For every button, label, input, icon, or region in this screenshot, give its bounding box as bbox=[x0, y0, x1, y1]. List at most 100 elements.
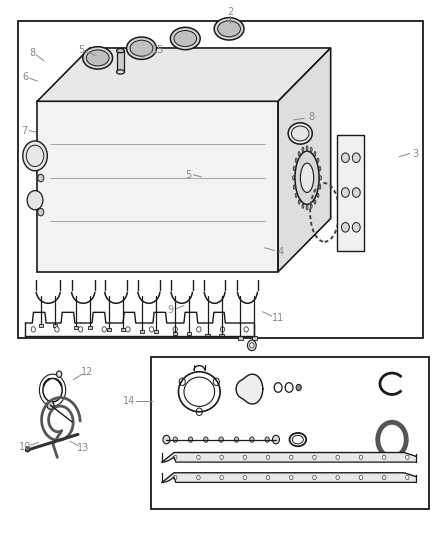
Bar bbox=[117, 51, 124, 72]
Text: 11: 11 bbox=[272, 313, 284, 323]
Circle shape bbox=[78, 327, 83, 332]
Circle shape bbox=[220, 475, 223, 480]
Ellipse shape bbox=[298, 200, 300, 204]
Circle shape bbox=[352, 188, 360, 197]
Circle shape bbox=[342, 188, 350, 197]
Ellipse shape bbox=[306, 206, 308, 210]
Ellipse shape bbox=[317, 193, 319, 198]
Bar bbox=[187, 332, 191, 335]
Bar bbox=[121, 328, 125, 331]
Circle shape bbox=[188, 437, 193, 442]
Circle shape bbox=[250, 343, 254, 348]
Circle shape bbox=[313, 475, 316, 480]
Circle shape bbox=[149, 327, 154, 332]
Circle shape bbox=[336, 455, 339, 459]
Text: 13: 13 bbox=[77, 443, 89, 453]
Circle shape bbox=[243, 475, 247, 480]
Circle shape bbox=[197, 475, 200, 480]
Ellipse shape bbox=[130, 40, 153, 56]
Ellipse shape bbox=[288, 123, 312, 144]
Ellipse shape bbox=[127, 37, 156, 59]
Bar bbox=[154, 330, 158, 333]
Bar bbox=[107, 328, 111, 331]
Circle shape bbox=[272, 435, 279, 444]
Text: 5: 5 bbox=[78, 45, 84, 54]
Ellipse shape bbox=[314, 200, 316, 204]
Text: 5: 5 bbox=[185, 170, 191, 180]
Bar bbox=[219, 334, 224, 337]
Bar bbox=[337, 134, 364, 251]
Ellipse shape bbox=[300, 163, 314, 192]
Circle shape bbox=[290, 475, 293, 480]
Text: 9: 9 bbox=[168, 305, 174, 315]
Ellipse shape bbox=[306, 146, 308, 150]
Circle shape bbox=[342, 222, 350, 232]
Ellipse shape bbox=[293, 185, 295, 189]
Text: 10: 10 bbox=[19, 442, 32, 451]
Ellipse shape bbox=[302, 204, 304, 208]
Ellipse shape bbox=[298, 151, 300, 156]
Circle shape bbox=[55, 327, 59, 332]
Text: 14: 14 bbox=[123, 396, 135, 406]
Text: 2: 2 bbox=[227, 7, 233, 17]
Ellipse shape bbox=[83, 47, 113, 69]
Text: 8: 8 bbox=[308, 112, 314, 122]
Bar bbox=[205, 334, 210, 337]
Ellipse shape bbox=[86, 50, 109, 66]
Bar bbox=[88, 326, 92, 329]
Circle shape bbox=[173, 327, 177, 332]
Circle shape bbox=[406, 455, 409, 459]
Circle shape bbox=[38, 174, 44, 182]
Ellipse shape bbox=[295, 193, 297, 198]
Ellipse shape bbox=[320, 176, 321, 180]
Bar bbox=[74, 326, 78, 329]
Text: 6: 6 bbox=[22, 72, 28, 82]
Ellipse shape bbox=[170, 27, 200, 50]
Bar bbox=[39, 324, 43, 327]
Circle shape bbox=[163, 435, 170, 444]
Circle shape bbox=[27, 191, 43, 210]
Bar bbox=[151, 357, 429, 509]
Circle shape bbox=[234, 437, 239, 442]
Circle shape bbox=[38, 208, 44, 216]
Text: 4: 4 bbox=[277, 247, 283, 256]
Circle shape bbox=[31, 327, 35, 332]
Ellipse shape bbox=[293, 176, 294, 180]
Circle shape bbox=[406, 475, 409, 480]
Ellipse shape bbox=[174, 30, 197, 46]
Ellipse shape bbox=[314, 151, 316, 156]
Polygon shape bbox=[236, 374, 263, 404]
Circle shape bbox=[336, 475, 339, 480]
Text: 7: 7 bbox=[21, 126, 27, 135]
Text: 3: 3 bbox=[412, 149, 418, 158]
Text: 12: 12 bbox=[81, 367, 94, 376]
Circle shape bbox=[296, 384, 301, 391]
Polygon shape bbox=[37, 48, 331, 101]
Polygon shape bbox=[278, 48, 331, 272]
Circle shape bbox=[204, 437, 208, 442]
Bar bbox=[140, 330, 144, 333]
Ellipse shape bbox=[319, 166, 321, 171]
Ellipse shape bbox=[117, 70, 124, 74]
Circle shape bbox=[243, 455, 247, 459]
Ellipse shape bbox=[302, 147, 304, 151]
Circle shape bbox=[197, 327, 201, 332]
Circle shape bbox=[382, 475, 386, 480]
Circle shape bbox=[220, 455, 223, 459]
Circle shape bbox=[102, 327, 106, 332]
Circle shape bbox=[313, 455, 316, 459]
Ellipse shape bbox=[218, 21, 240, 37]
Circle shape bbox=[290, 455, 293, 459]
Polygon shape bbox=[37, 101, 278, 272]
Ellipse shape bbox=[293, 166, 295, 171]
Bar bbox=[173, 332, 177, 335]
Ellipse shape bbox=[310, 147, 312, 151]
Text: 8: 8 bbox=[30, 49, 36, 58]
Circle shape bbox=[266, 475, 270, 480]
Ellipse shape bbox=[214, 18, 244, 40]
Circle shape bbox=[244, 327, 248, 332]
Circle shape bbox=[173, 475, 177, 480]
Bar bbox=[18, 21, 423, 338]
Circle shape bbox=[219, 437, 223, 442]
Circle shape bbox=[265, 437, 269, 442]
